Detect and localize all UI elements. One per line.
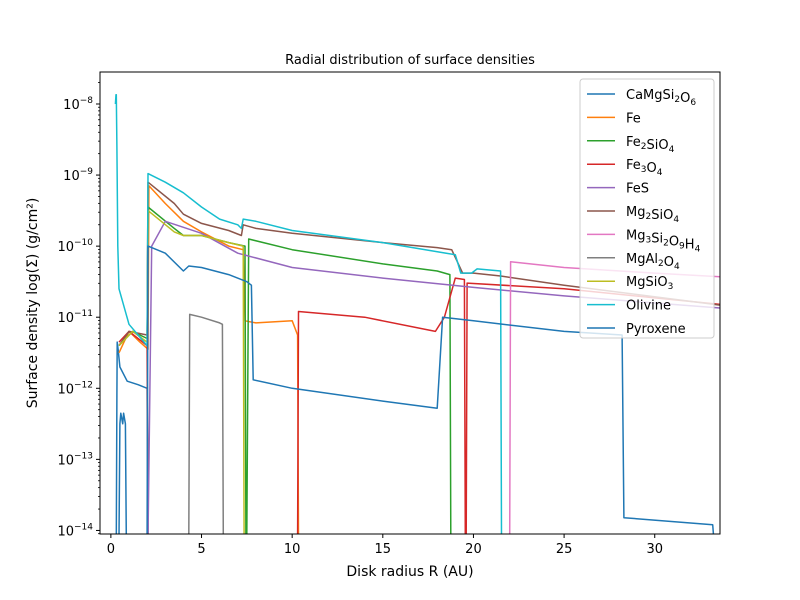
legend-label: MgSiO3 (626, 275, 673, 292)
chart-title: Radial distribution of surface densities (285, 53, 535, 68)
y-tick-label: 10−9 (63, 167, 93, 184)
x-axis: 0 5 10 15 20 25 30 (107, 534, 663, 557)
legend-label: Fe (626, 111, 641, 126)
x-tick-label: 20 (465, 542, 482, 557)
x-tick-label: 0 (107, 542, 115, 557)
y-tick-label: 10−10 (57, 238, 93, 255)
legend-label: Mg3Si2O9H4 (626, 228, 701, 254)
y-tick-label: 10−13 (57, 451, 93, 468)
x-tick-label: 30 (646, 542, 663, 557)
series-layer (114, 93, 720, 534)
legend-label: MgAl2O4 (626, 252, 680, 272)
series-line-olivine (114, 93, 503, 534)
legend-label: FeS (626, 182, 649, 197)
legend-box (579, 78, 715, 339)
x-tick-label: 5 (197, 542, 205, 557)
y-tick-label: 10−11 (57, 309, 93, 326)
legend-label: Olivine (626, 299, 671, 314)
x-tick-label: 10 (284, 542, 301, 557)
series-line-fe (118, 184, 300, 534)
legend-label: CaMgSi2O6 (626, 88, 696, 108)
legend-label: Pyroxene (626, 322, 686, 337)
x-axis-label: Disk radius R (AU) (346, 564, 473, 580)
x-tick-label: 15 (375, 542, 392, 557)
series-line-fes (147, 220, 720, 534)
y-axis: 10−8 10−9 10−10 10−11 10−12 10−13 10−14 (57, 82, 100, 539)
legend-label: Mg2SiO4 (626, 205, 679, 225)
y-tick-label: 10−12 (57, 380, 93, 397)
legend-label: Fe2SiO4 (626, 135, 675, 155)
x-tick-label: 25 (556, 542, 573, 557)
series-line-camgsi2o6 (115, 341, 149, 534)
series-line-mgal2o4 (188, 313, 225, 534)
plot-frame (99, 71, 721, 535)
series-line-pyroxene (118, 245, 715, 534)
y-tick-label: 10−8 (63, 96, 93, 113)
legend: CaMgSi2O6 Fe Fe2SiO4 Fe3O4 FeS Mg2SiO4 Mg3Si2O… (579, 78, 715, 339)
y-axis-label: Surface density log(Σ) (g/cm²) (25, 198, 41, 409)
legend-label: Fe3O4 (626, 158, 663, 178)
y-tick-label: 10−14 (57, 522, 93, 539)
